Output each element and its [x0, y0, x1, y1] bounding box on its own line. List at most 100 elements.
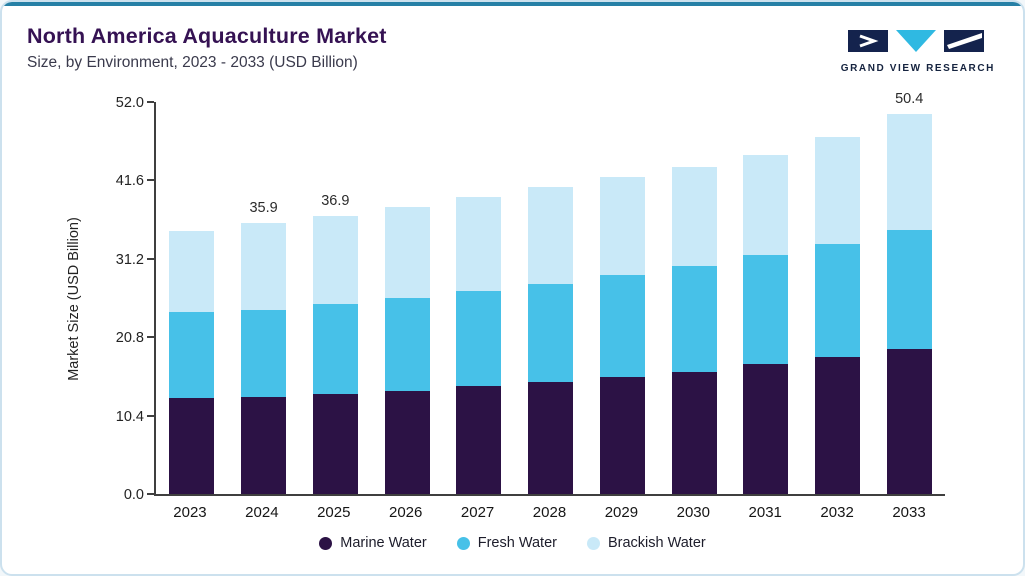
y-tick-mark: [147, 493, 154, 495]
bar-stack-2029: [599, 102, 645, 494]
x-axis-label-2023: 2023: [173, 504, 207, 521]
x-axis-label-2025: 2025: [317, 504, 351, 521]
bar-segment-fresh-water-2028: [528, 283, 574, 383]
y-tick-label-0.0: 0.0: [123, 487, 144, 503]
bar-segment-fresh-water-2030: [671, 265, 717, 372]
legend-dot-brackish-water: [586, 536, 600, 550]
bar-stack-2024: [241, 102, 287, 494]
bar-segment-marine-water-2033: [886, 348, 932, 494]
logo-text: GRAND VIEW RESEARCH: [840, 63, 995, 74]
bar-stack-2025: [312, 102, 358, 494]
bar-segment-brackish-water-2033: [886, 114, 932, 231]
bar-segment-brackish-water-2029: [599, 177, 645, 276]
y-tick-label-41.6: 41.6: [115, 173, 144, 190]
bar-segment-brackish-water-2025: [312, 215, 358, 305]
bar-segment-brackish-water-2032: [814, 137, 860, 244]
bar-column-2033: 50.4: [873, 91, 945, 494]
bars-container: 35.9 36.9 50.4: [156, 91, 945, 494]
bar-segment-fresh-water-2025: [312, 304, 358, 394]
x-axis-label-2026: 2026: [388, 504, 423, 521]
bar-column-2023: [156, 102, 228, 494]
chart-header: North America Aquaculture Market Size, b…: [2, 2, 1023, 74]
x-axis-label-2029: 2029: [604, 504, 639, 521]
bar-segment-brackish-water-2031: [743, 154, 789, 256]
plot-area: 0.0 10.4 20.8 31.2 41.6 52.0 35.9 36.9 50.4: [116, 91, 945, 503]
bar-segment-brackish-water-2027: [456, 197, 502, 292]
legend-item-marine-water: Marine Water: [319, 535, 427, 551]
bar-segment-fresh-water-2031: [743, 255, 789, 365]
x-axis-label-2033: 2033: [892, 504, 926, 521]
chart-legend: Marine Water Fresh Water Brackish Water: [2, 535, 1023, 551]
bar-segment-brackish-water-2030: [671, 166, 717, 266]
bar-total-label-2024: 35.9: [249, 200, 278, 217]
bar-column-2024: 35.9: [228, 102, 300, 494]
bar-segment-fresh-water-2033: [886, 230, 932, 349]
x-axis-label-2024: 2024: [245, 504, 279, 521]
bar-segment-fresh-water-2029: [599, 275, 645, 378]
top-accent-bar: [2, 2, 1023, 6]
bar-segment-fresh-water-2023: [169, 311, 215, 398]
y-tick-label-20.8: 20.8: [115, 330, 144, 347]
y-axis-title: Market Size (USD Billion): [66, 217, 82, 381]
bar-stack-2026: [384, 102, 430, 494]
bar-segment-marine-water-2032: [814, 356, 860, 494]
legend-item-brackish-water: Brackish Water: [586, 535, 706, 551]
bar-segment-brackish-water-2026: [384, 206, 430, 299]
y-tick-label-52.0: 52.0: [115, 95, 144, 111]
bar-segment-marine-water-2024: [241, 396, 287, 494]
bar-segment-marine-water-2025: [312, 393, 358, 494]
x-axis-labels: 2023 2024 2025 2026 2027 2028 2029 2030 2031 2032…: [154, 504, 945, 521]
y-tick-mark: [147, 101, 154, 103]
x-axis-label-2032: 2032: [820, 504, 854, 521]
bar-stack-2033: [886, 102, 932, 494]
bar-segment-fresh-water-2032: [814, 243, 860, 357]
bar-segment-brackish-water-2023: [169, 230, 215, 312]
bar-column-2026: [371, 102, 443, 494]
x-axis-label-2028: 2028: [532, 504, 567, 521]
bar-stack-2030: [671, 102, 717, 494]
y-tick-mark: [147, 414, 154, 417]
bar-stack-2023: [169, 102, 215, 494]
bar-column-2029: [586, 102, 658, 494]
bar-segment-marine-water-2031: [743, 364, 789, 494]
title-block: North America Aquaculture Market Size, b…: [27, 24, 387, 72]
bar-column-2025: 36.9: [299, 102, 371, 494]
page-title: North America Aquaculture Market: [27, 24, 387, 48]
bar-total-label-2025: 36.9: [321, 192, 350, 209]
bar-column-2028: [515, 102, 587, 494]
bar-total-label-2033: 50.4: [895, 91, 924, 108]
bar-column-2031: [730, 102, 802, 494]
legend-label-fresh-water: Fresh Water: [477, 535, 557, 551]
bar-segment-brackish-water-2028: [528, 187, 574, 284]
bar-segment-brackish-water-2024: [241, 223, 287, 311]
grand-view-research-logo: GRAND VIEW RESEARCH: [841, 24, 995, 74]
bar-segment-marine-water-2030: [671, 371, 717, 494]
bar-segment-marine-water-2028: [528, 382, 574, 494]
bar-segment-fresh-water-2024: [241, 310, 287, 397]
y-tick-label-31.2: 31.2: [115, 251, 144, 268]
legend-label-marine-water: Marine Water: [340, 535, 427, 551]
y-tick-mark: [147, 336, 154, 339]
x-axis-label-2030: 2030: [676, 504, 710, 521]
bar-segment-marine-water-2026: [384, 390, 430, 494]
bar-segment-marine-water-2023: [169, 397, 215, 494]
y-tick-mark: [147, 257, 154, 260]
x-axis-label-2027: 2027: [460, 504, 495, 521]
legend-item-fresh-water: Fresh Water: [456, 535, 557, 551]
bar-column-2032: [802, 102, 874, 494]
x-axis-label-2031: 2031: [748, 504, 782, 521]
bar-stack-2031: [743, 102, 789, 494]
bar-stack-2027: [456, 102, 502, 494]
bar-column-2027: [443, 102, 515, 494]
bar-segment-marine-water-2027: [456, 386, 502, 494]
bar-segment-fresh-water-2027: [456, 291, 502, 387]
bar-segment-marine-water-2029: [599, 377, 645, 494]
bar-column-2030: [658, 102, 730, 494]
y-tick-label-10.4: 10.4: [115, 408, 144, 425]
legend-dot-fresh-water: [456, 536, 470, 550]
y-tick-mark: [147, 179, 154, 182]
bar-stack-2028: [528, 102, 574, 494]
bar-segment-fresh-water-2026: [384, 298, 430, 391]
legend-dot-marine-water: [319, 536, 333, 550]
